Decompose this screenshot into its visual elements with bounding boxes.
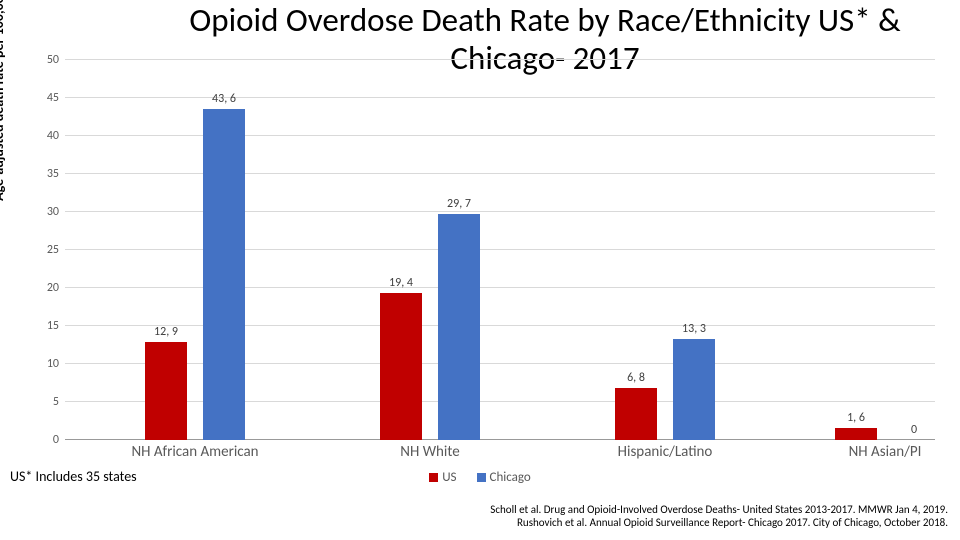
y-tick-label: 30 <box>47 205 59 219</box>
bar-us: 12, 9 <box>145 342 187 440</box>
y-tick-label: 5 <box>53 395 59 409</box>
y-tick-label: 20 <box>47 281 59 295</box>
grid-line <box>65 363 935 364</box>
bar-value-label: 6, 8 <box>627 371 645 385</box>
legend-label: US <box>442 470 456 485</box>
x-tick-label: Hispanic/Latino <box>618 443 713 461</box>
bar-us: 19, 4 <box>380 293 422 440</box>
y-tick-label: 0 <box>53 433 59 447</box>
grid-line <box>65 173 935 174</box>
bar-us: 6, 8 <box>615 388 657 440</box>
bar-value-label: 0 <box>911 423 917 437</box>
y-tick-label: 25 <box>47 243 59 257</box>
bar-value-label: 19, 4 <box>389 276 413 290</box>
x-tick-label: NH White <box>400 443 459 461</box>
bar-value-label: 43, 6 <box>212 92 236 106</box>
x-tick-label: NH Asian/PI <box>849 443 922 461</box>
legend-swatch <box>477 473 486 482</box>
bar-value-label: 29, 7 <box>447 197 471 211</box>
bar-us: 1, 6 <box>835 428 877 440</box>
footnote: US* Includes 35 states <box>10 468 137 485</box>
y-tick-label: 35 <box>47 167 59 181</box>
grid-line <box>65 211 935 212</box>
y-axis-label: Age-adjusted death rate per 100,000 <box>0 0 7 255</box>
grid-line <box>65 249 935 250</box>
legend-item: Chicago <box>477 470 531 485</box>
bar-value-label: 12, 9 <box>154 325 178 339</box>
y-tick-label: 50 <box>47 53 59 67</box>
y-tick-label: 45 <box>47 91 59 105</box>
grid-line <box>65 59 935 60</box>
chart-plot-area: 0510152025303540455012, 943, 619, 429, 7… <box>65 60 935 440</box>
bar-chicago: 43, 6 <box>203 109 245 440</box>
citation-line-1: Scholl et al. Drug and Opioid-Involved O… <box>490 503 948 517</box>
legend-swatch <box>429 473 438 482</box>
bar-value-label: 13, 3 <box>682 322 706 336</box>
legend-label: Chicago <box>490 470 531 485</box>
grid-line <box>65 325 935 326</box>
bar-value-label: 1, 6 <box>847 411 865 425</box>
citation: Scholl et al. Drug and Opioid-Involved O… <box>490 503 948 531</box>
legend-item: US <box>429 470 456 485</box>
y-tick-label: 15 <box>47 319 59 333</box>
grid-line <box>65 287 935 288</box>
x-axis-baseline <box>65 439 935 440</box>
bar-chicago: 29, 7 <box>438 214 480 440</box>
grid-line <box>65 401 935 402</box>
x-tick-label: NH African American <box>131 443 258 461</box>
legend: US Chicago <box>0 470 960 485</box>
y-tick-label: 40 <box>47 129 59 143</box>
bar-chicago: 13, 3 <box>673 339 715 440</box>
y-tick-label: 10 <box>47 357 59 371</box>
grid-line <box>65 135 935 136</box>
grid-line <box>65 97 935 98</box>
citation-line-2: Rushovich et al. Annual Opioid Surveilla… <box>490 516 948 530</box>
